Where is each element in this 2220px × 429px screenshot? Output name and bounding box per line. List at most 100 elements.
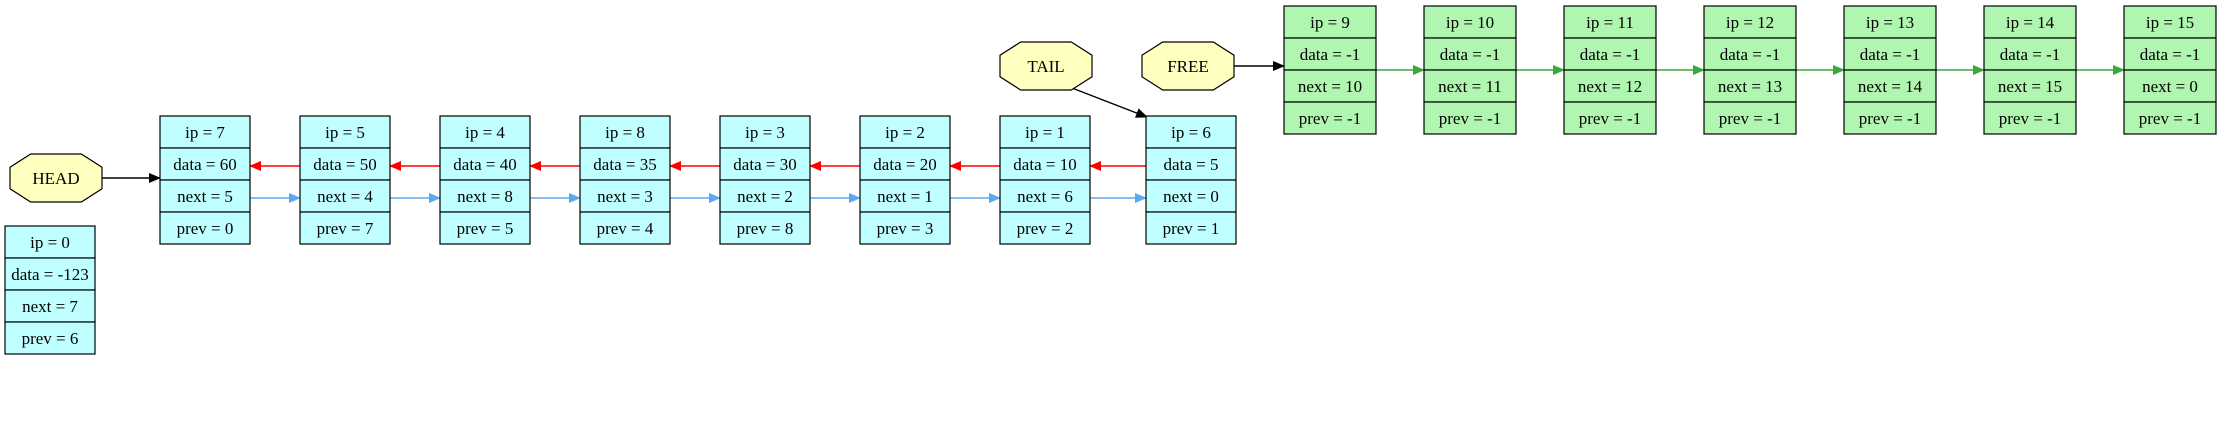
list-node: ip = 4 data = 40 next = 8 prev = 5 xyxy=(439,115,531,245)
node-ip-label: ip = 5 xyxy=(325,123,365,142)
node-data-cell xyxy=(579,147,671,181)
node-ip-label: ip = 11 xyxy=(1586,13,1634,32)
node-data-label: data = -1 xyxy=(1860,45,1921,64)
node-next-label: next = 0 xyxy=(1163,187,1219,206)
node-data-cell xyxy=(999,147,1091,181)
node-next-label: next = 6 xyxy=(1017,187,1073,206)
node-next-label: next = 8 xyxy=(457,187,513,206)
node-prev-cell xyxy=(999,211,1091,245)
node-next-label: next = 5 xyxy=(177,187,233,206)
node-data-label: data = -1 xyxy=(1580,45,1641,64)
node-prev-label: prev = 1 xyxy=(1163,219,1220,238)
node-next-label: next = 12 xyxy=(1578,77,1642,96)
node-data-cell xyxy=(1423,37,1517,71)
node-ip-label: ip = 1 xyxy=(1025,123,1065,142)
node-prev-cell xyxy=(859,211,951,245)
node-prev-label: prev = 6 xyxy=(22,329,79,348)
node-next-cell xyxy=(1563,69,1657,103)
node-prev-label: prev = 3 xyxy=(877,219,934,238)
node-prev-cell xyxy=(4,321,96,355)
node-ip-cell xyxy=(1145,115,1237,149)
node-prev-cell xyxy=(1983,101,2077,135)
node-prev-cell xyxy=(1843,101,1937,135)
node-next-label: next = 15 xyxy=(1998,77,2062,96)
list-node: ip = 12 data = -1 next = 13 prev = -1 xyxy=(1703,5,1797,135)
node-prev-label: prev = -1 xyxy=(1999,109,2061,128)
node-next-cell xyxy=(299,179,391,213)
list-node: ip = 7 data = 60 next = 5 prev = 0 xyxy=(159,115,251,245)
node-prev-cell xyxy=(579,211,671,245)
node-next-cell xyxy=(579,179,671,213)
node-ip-cell xyxy=(999,115,1091,149)
node-prev-cell xyxy=(1703,101,1797,135)
list-node: ip = 3 data = 30 next = 2 prev = 8 xyxy=(719,115,811,245)
edges-layer xyxy=(102,61,2125,203)
node-next-label: next = 14 xyxy=(1858,77,1923,96)
node-next-cell xyxy=(1145,179,1237,213)
tail-pointer-arrow xyxy=(1071,87,1148,118)
node-next-label: next = 3 xyxy=(597,187,653,206)
tail-marker: TAIL xyxy=(999,41,1093,91)
node-data-label: data = -1 xyxy=(2140,45,2201,64)
node-ip-label: ip = 13 xyxy=(1866,13,1914,32)
markers-layer: HEAD TAIL FREE xyxy=(9,41,1235,203)
node-ip-cell xyxy=(299,115,391,149)
node-prev-cell xyxy=(1145,211,1237,245)
nodes-layer: ip = 0 data = -123 next = 7 prev = 6 ip = 7 d… xyxy=(4,5,2217,355)
node-prev-label: prev = 0 xyxy=(177,219,234,238)
node-prev-label: prev = 5 xyxy=(457,219,514,238)
node-next-label: next = 4 xyxy=(317,187,373,206)
node-data-cell xyxy=(859,147,951,181)
node-prev-label: prev = 4 xyxy=(597,219,654,238)
node-prev-cell xyxy=(1563,101,1657,135)
node-prev-cell xyxy=(159,211,251,245)
list-node: ip = 5 data = 50 next = 4 prev = 7 xyxy=(299,115,391,245)
node-prev-cell xyxy=(439,211,531,245)
tail-label: TAIL xyxy=(1027,57,1064,76)
list-node: ip = 0 data = -123 next = 7 prev = 6 xyxy=(4,225,96,355)
node-prev-label: prev = 7 xyxy=(317,219,374,238)
node-prev-cell xyxy=(299,211,391,245)
list-node: ip = 9 data = -1 next = 10 prev = -1 xyxy=(1283,5,1377,135)
node-next-cell xyxy=(2123,69,2217,103)
node-next-label: next = 13 xyxy=(1718,77,1782,96)
node-ip-cell xyxy=(719,115,811,149)
node-data-label: data = 50 xyxy=(313,155,376,174)
node-data-cell xyxy=(439,147,531,181)
node-ip-label: ip = 4 xyxy=(465,123,505,142)
free-label: FREE xyxy=(1167,57,1209,76)
free-marker: FREE xyxy=(1141,41,1235,91)
node-ip-label: ip = 9 xyxy=(1310,13,1350,32)
head-marker: HEAD xyxy=(9,153,103,203)
node-data-label: data = 10 xyxy=(1013,155,1076,174)
node-prev-label: prev = -1 xyxy=(1719,109,1781,128)
node-data-label: data = 60 xyxy=(173,155,236,174)
node-next-label: next = 0 xyxy=(2142,77,2198,96)
list-node: ip = 2 data = 20 next = 1 prev = 3 xyxy=(859,115,951,245)
list-node: ip = 15 data = -1 next = 0 prev = -1 xyxy=(2123,5,2217,135)
node-ip-label: ip = 14 xyxy=(2006,13,2055,32)
node-prev-label: prev = -1 xyxy=(1299,109,1361,128)
node-data-label: data = -1 xyxy=(1720,45,1781,64)
node-ip-label: ip = 0 xyxy=(30,233,70,252)
node-data-cell xyxy=(299,147,391,181)
node-next-cell xyxy=(439,179,531,213)
head-octagon-shape xyxy=(9,153,103,203)
node-next-cell xyxy=(1843,69,1937,103)
node-next-cell xyxy=(999,179,1091,213)
node-next-cell xyxy=(719,179,811,213)
node-prev-cell xyxy=(1283,101,1377,135)
node-ip-cell xyxy=(1843,5,1937,39)
node-data-cell xyxy=(1703,37,1797,71)
node-data-cell xyxy=(159,147,251,181)
node-data-label: data = -123 xyxy=(11,265,89,284)
head-label: HEAD xyxy=(32,169,79,188)
node-prev-label: prev = -1 xyxy=(1439,109,1501,128)
node-data-cell xyxy=(719,147,811,181)
list-node: ip = 13 data = -1 next = 14 prev = -1 xyxy=(1843,5,1937,135)
tail-octagon-shape xyxy=(999,41,1093,91)
node-data-label: data = -1 xyxy=(2000,45,2061,64)
node-prev-label: prev = 2 xyxy=(1017,219,1074,238)
node-next-label: next = 10 xyxy=(1298,77,1362,96)
